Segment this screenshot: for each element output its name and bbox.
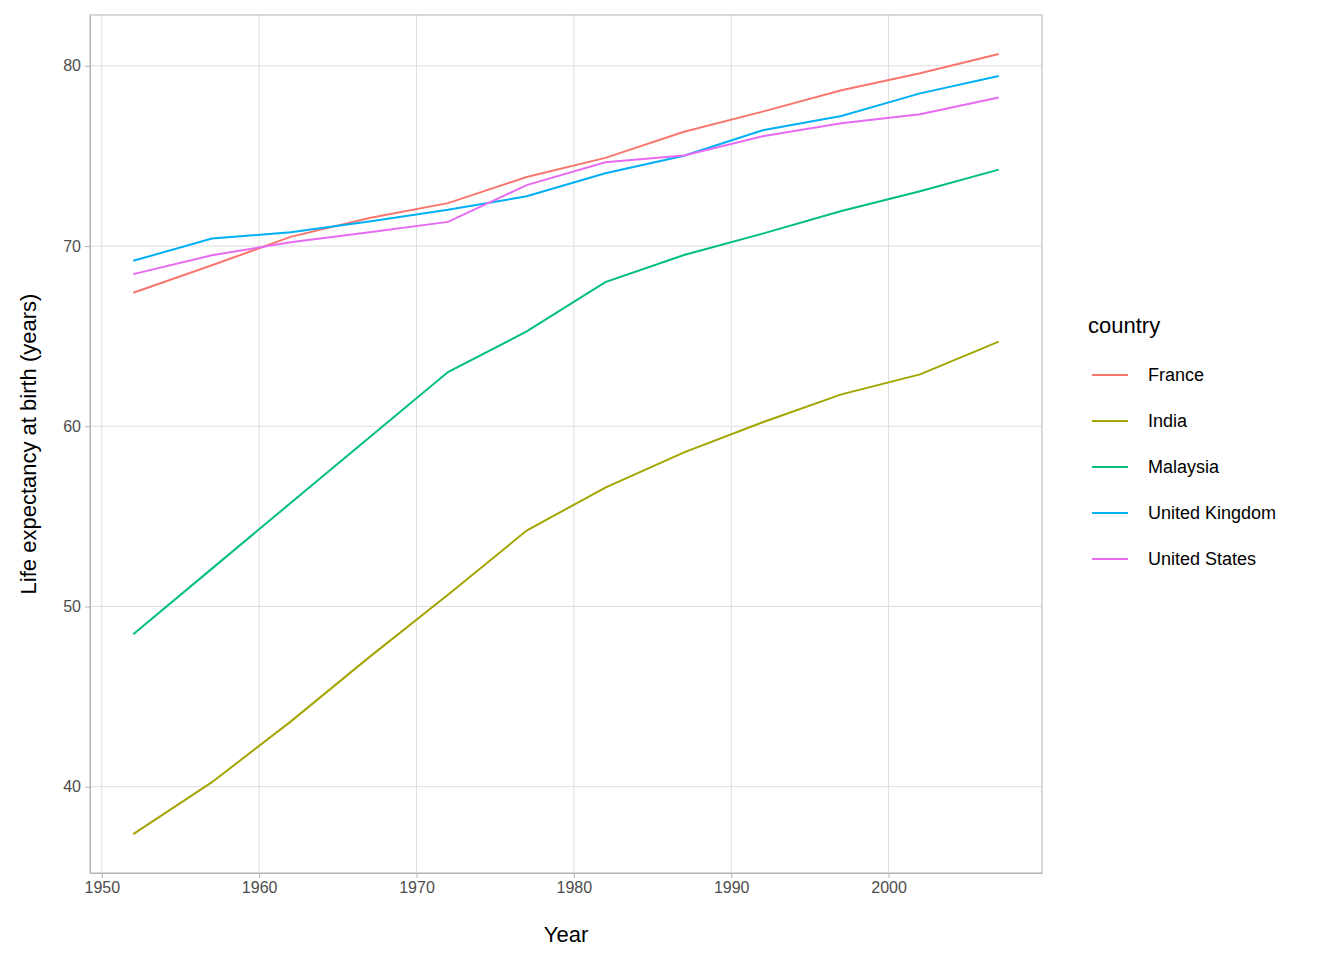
grid-line [101,15,102,873]
tick-label: 1950 [85,879,121,896]
tick-label: 80 [63,57,81,74]
tick-mark [731,873,732,878]
tick-label: 70 [63,238,81,255]
series-line [133,170,998,635]
legend-key [1092,512,1128,514]
tick: 2000 [871,873,907,896]
grid-line [888,15,889,873]
tick-mark [85,606,90,607]
tick-label: 1970 [399,879,435,896]
grid-line [90,246,1042,247]
plot-background [90,15,1042,873]
grid [90,15,1042,873]
tick-mark [574,873,575,878]
legend-label: United Kingdom [1148,503,1276,523]
tick-mark [85,246,90,247]
tick-label: 50 [63,598,81,615]
tick-mark [417,873,418,878]
grid-line [416,15,417,873]
legend-label: Malaysia [1148,457,1220,477]
x-axis: 1950 1960 1970 1980 1990 2000 [85,873,1043,896]
legend-key [1092,558,1128,560]
grid-line [90,426,1042,427]
series-line [133,54,998,293]
tick-mark [85,426,90,427]
plot: 1950 1960 1970 1980 1990 2000 40 50 60 70 80 [63,15,1042,896]
tick-label: 1960 [242,879,278,896]
grid-line [259,15,260,873]
legend-label: India [1148,411,1188,431]
legend-label: United States [1148,549,1256,569]
tick-label: 60 [63,418,81,435]
y-axis-title: Life expectancy at birth (years) [16,294,41,595]
tick: 1970 [399,873,435,896]
tick: 80 [63,57,90,74]
grid-line [90,65,1042,66]
tick-label: 40 [63,778,81,795]
legend-title: country [1088,313,1160,338]
tick-label: 2000 [871,879,907,896]
tick: 40 [63,778,90,795]
series-line [133,342,998,835]
legend-key [1092,420,1128,422]
grid-line [90,606,1042,607]
tick: 60 [63,418,90,435]
series-line [133,76,998,261]
chart: 1950 1960 1970 1980 1990 2000 40 50 60 70 80 Year Li… [0,0,1344,960]
grid-line [573,15,574,873]
tick-mark [102,873,103,878]
grid-line [90,786,1042,787]
tick: 1980 [557,873,593,896]
tick: 1950 [85,873,121,896]
legend-label: France [1148,365,1204,385]
x-axis-title: Year [544,922,588,947]
legend: country France India Malaysia United Kingdom… [1088,313,1276,569]
tick: 1960 [242,873,278,896]
axis-line [91,873,1043,874]
lines [133,54,998,834]
legend-key [1092,466,1128,468]
tick-mark [85,66,90,67]
tick-mark [259,873,260,878]
series-line [133,98,998,275]
tick: 1990 [714,873,750,896]
tick-mark [889,873,890,878]
axis-line [90,16,91,874]
tick-mark [85,787,90,788]
y-axis: 40 50 60 70 80 [63,16,90,874]
plot-frame [90,15,1042,873]
legend-key [1092,374,1128,376]
tick-label: 1980 [557,879,593,896]
tick: 50 [63,598,90,615]
tick-label: 1990 [714,879,750,896]
tick: 70 [63,238,90,255]
